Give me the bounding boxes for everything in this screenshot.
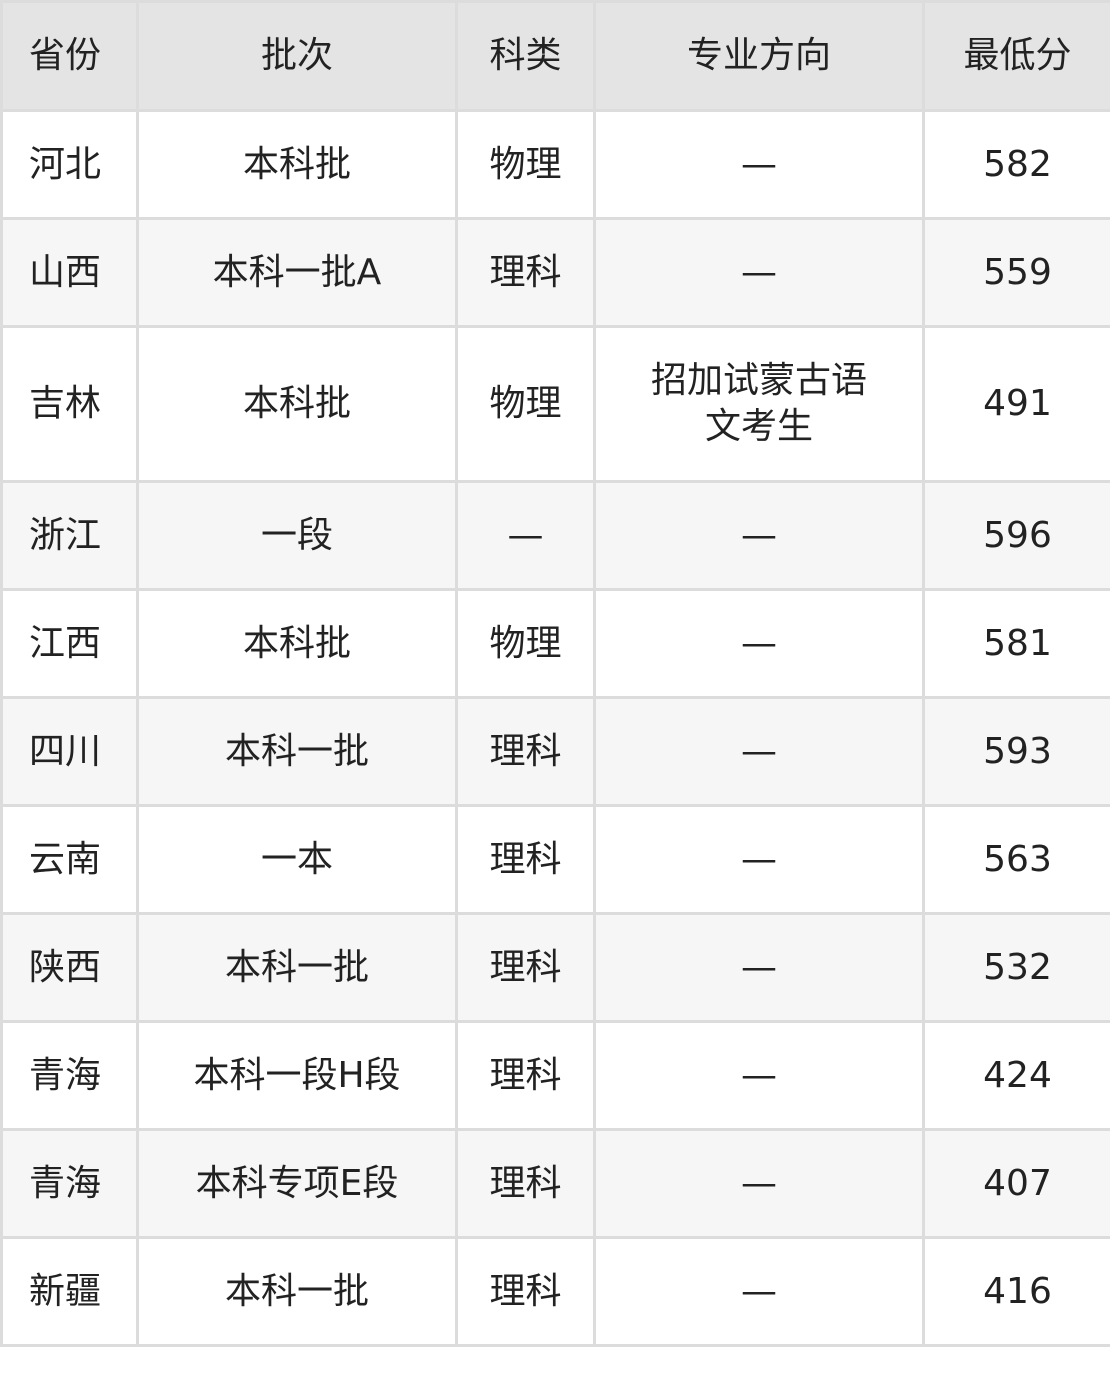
cell-batch: 本科专项E段 bbox=[136, 1128, 458, 1239]
cell-min-score: 593 bbox=[922, 696, 1110, 807]
cell-major: — bbox=[593, 1020, 925, 1131]
cell-min-score: 581 bbox=[922, 588, 1110, 699]
cell-major: 招加试蒙古语文考生 bbox=[593, 325, 925, 483]
cell-category: 理科 bbox=[455, 1020, 596, 1131]
table-row: 云南 一本 理科 —563 bbox=[0, 804, 1110, 915]
cell-category: 理科 bbox=[455, 912, 596, 1023]
cell-min-score: 416 bbox=[922, 1236, 1110, 1347]
cell-major: — bbox=[593, 1128, 925, 1239]
cell-major: — bbox=[593, 217, 925, 328]
cell-min-score: 563 bbox=[922, 804, 1110, 915]
cell-batch: 一段 bbox=[136, 480, 458, 591]
table-row: 吉林 本科批 物理 招加试蒙古语文考生 491 bbox=[0, 325, 1110, 483]
cell-batch: 本科批 bbox=[136, 325, 458, 483]
cell-province: 浙江 bbox=[0, 480, 139, 591]
cell-category: — bbox=[455, 480, 596, 591]
cell-category: 理科 bbox=[455, 217, 596, 328]
cell-province: 河北 bbox=[0, 109, 139, 220]
cell-province: 山西 bbox=[0, 217, 139, 328]
cell-min-score: 424 bbox=[922, 1020, 1110, 1131]
cell-major: — bbox=[593, 1236, 925, 1347]
table-row: 青海 本科专项E段 理科 —407 bbox=[0, 1128, 1110, 1239]
header-category: 科类 bbox=[455, 0, 596, 112]
cell-province: 青海 bbox=[0, 1020, 139, 1131]
header-major: 专业方向 bbox=[593, 0, 925, 112]
cell-category: 理科 bbox=[455, 696, 596, 807]
cell-major: — bbox=[593, 109, 925, 220]
cell-batch: 本科一批A bbox=[136, 217, 458, 328]
cell-batch: 本科一批 bbox=[136, 696, 458, 807]
table-row: 浙江 一段 — —596 bbox=[0, 480, 1110, 591]
cell-major: — bbox=[593, 804, 925, 915]
header-min-score: 最低分 bbox=[922, 0, 1110, 112]
cell-category: 物理 bbox=[455, 588, 596, 699]
table-row: 青海 本科一段H段 理科 —424 bbox=[0, 1020, 1110, 1131]
cell-province: 新疆 bbox=[0, 1236, 139, 1347]
cell-min-score: 532 bbox=[922, 912, 1110, 1023]
cell-batch: 一本 bbox=[136, 804, 458, 915]
cell-batch: 本科一批 bbox=[136, 912, 458, 1023]
header-row: 省份 批次 科类 专业方向 最低分 bbox=[0, 0, 1110, 112]
cell-category: 理科 bbox=[455, 1128, 596, 1239]
cell-min-score: 596 bbox=[922, 480, 1110, 591]
cell-province: 江西 bbox=[0, 588, 139, 699]
cell-major: — bbox=[593, 480, 925, 591]
cell-category: 物理 bbox=[455, 325, 596, 483]
cell-province: 四川 bbox=[0, 696, 139, 807]
cell-batch: 本科批 bbox=[136, 588, 458, 699]
cell-category: 理科 bbox=[455, 804, 596, 915]
cell-province: 吉林 bbox=[0, 325, 139, 483]
cell-batch: 本科一批 bbox=[136, 1236, 458, 1347]
cell-min-score: 582 bbox=[922, 109, 1110, 220]
header-batch: 批次 bbox=[136, 0, 458, 112]
cell-min-score: 407 bbox=[922, 1128, 1110, 1239]
score-table: 省份 批次 科类 专业方向 最低分 河北 本科批 物理 —582 山西 本科一批A 理科 —5… bbox=[0, 0, 1110, 1347]
table-row: 江西 本科批 物理 —581 bbox=[0, 588, 1110, 699]
cell-category: 理科 bbox=[455, 1236, 596, 1347]
cell-batch: 本科一段H段 bbox=[136, 1020, 458, 1131]
header-province: 省份 bbox=[0, 0, 139, 112]
cell-province: 陕西 bbox=[0, 912, 139, 1023]
cell-province: 云南 bbox=[0, 804, 139, 915]
cell-batch: 本科批 bbox=[136, 109, 458, 220]
table-row: 河北 本科批 物理 —582 bbox=[0, 109, 1110, 220]
cell-min-score: 491 bbox=[922, 325, 1110, 483]
cell-category: 物理 bbox=[455, 109, 596, 220]
cell-min-score: 559 bbox=[922, 217, 1110, 328]
table-row: 四川 本科一批 理科 —593 bbox=[0, 696, 1110, 807]
table-row: 新疆 本科一批 理科 —416 bbox=[0, 1236, 1110, 1347]
cell-major: — bbox=[593, 588, 925, 699]
table-row: 山西 本科一批A 理科 —559 bbox=[0, 217, 1110, 328]
cell-major: — bbox=[593, 696, 925, 807]
table-row: 陕西 本科一批 理科 —532 bbox=[0, 912, 1110, 1023]
cell-major: — bbox=[593, 912, 925, 1023]
cell-province: 青海 bbox=[0, 1128, 139, 1239]
